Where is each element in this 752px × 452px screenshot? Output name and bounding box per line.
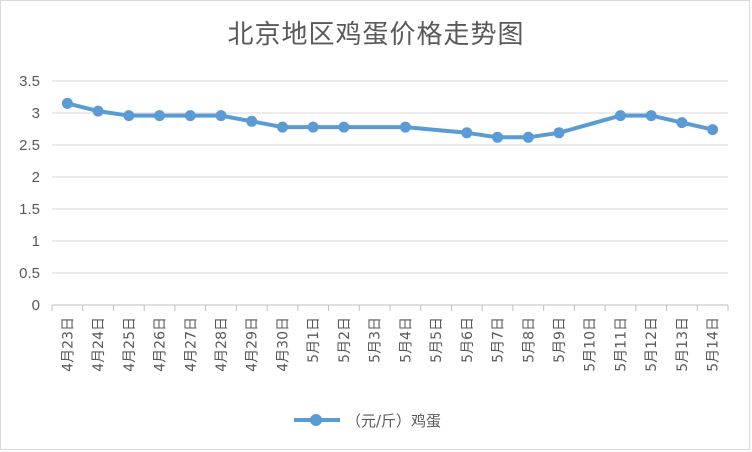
data-point [553,127,565,139]
x-tick-label: 4月27日 [183,317,199,372]
data-point [522,131,534,143]
x-tick-label: 5月11日 [613,317,629,372]
x-tick-label: 4月26日 [153,317,169,372]
x-tick-label: 4月29日 [245,317,261,372]
x-tick-label: 5月2日 [337,317,353,363]
data-point [307,121,319,133]
data-point [707,124,719,136]
legend: （元/斤）鸡蛋 [292,408,441,432]
x-tick-label: 5月7日 [491,317,507,363]
y-tick-label: 2.5 [19,137,40,154]
data-point [246,115,258,127]
data-point [615,110,626,122]
legend-label: （元/斤）鸡蛋 [346,411,442,430]
x-tick-label: 5月1日 [306,317,322,363]
data-point [154,110,165,122]
x-tick-label: 4月28日 [214,317,230,372]
data-point [61,97,73,109]
data-point [338,121,350,133]
legend-marker-icon [292,410,342,430]
y-tick-label: 0.5 [19,265,40,282]
data-point [399,121,411,133]
x-tick-label: 5月4日 [398,317,414,363]
x-tick-label: 4月25日 [122,317,138,372]
series-line [65,101,715,140]
data-point [645,110,657,122]
y-tick-label: 2 [32,169,40,186]
y-tick-label: 1 [32,233,40,250]
y-tick-label: 3.5 [19,73,40,90]
x-tick-label: 5月12日 [644,317,660,372]
x-tick-label: 5月14日 [706,317,722,372]
x-tick-label: 5月9日 [552,317,568,363]
data-point [461,127,473,139]
data-point [123,110,135,122]
y-tick-label: 1.5 [19,201,40,218]
x-tick-label: 5月5日 [429,317,445,363]
data-point [676,117,688,129]
x-tick-label: 4月23日 [60,317,76,372]
data-point [215,110,227,122]
data-point [92,105,104,117]
x-tick-label: 5月3日 [368,317,384,363]
data-point [492,131,503,143]
x-tick-label: 4月24日 [91,317,107,372]
y-tick-label: 3 [32,105,40,122]
x-tick-label: 5月13日 [675,317,691,372]
x-tick-label: 4月30日 [275,317,291,372]
data-point [184,110,196,122]
y-tick-label: 0 [32,297,40,314]
x-tick-label: 5月6日 [460,317,476,363]
chart-title: 北京地区鸡蛋价格走势图 [227,20,525,50]
x-tick-label: 5月10日 [583,317,599,372]
data-point [277,121,288,133]
x-tick-label: 5月8日 [521,317,537,363]
